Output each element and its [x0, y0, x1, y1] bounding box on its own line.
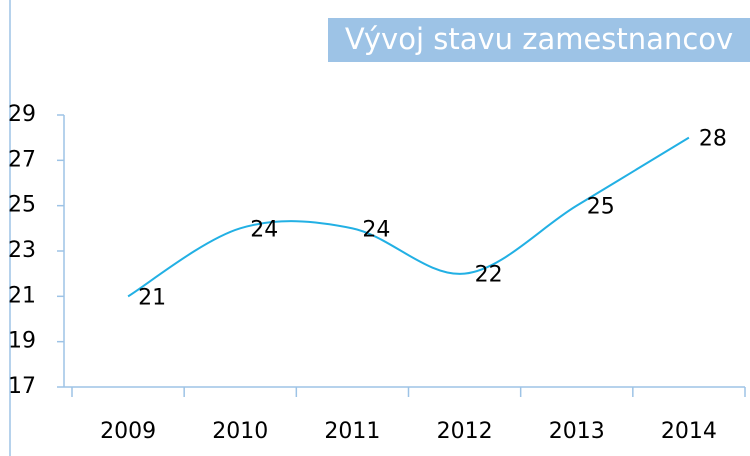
data-label: 24: [362, 217, 390, 242]
y-tick-label: 25: [8, 193, 36, 218]
data-label: 21: [138, 285, 166, 310]
line: [127, 136, 690, 298]
title-box: [328, 18, 750, 62]
y-tick-label: 27: [8, 147, 36, 172]
data-label: 24: [250, 217, 278, 242]
x-tick-label: 2012: [437, 419, 493, 444]
x-tick-label: 2010: [212, 419, 268, 444]
x-tick-label: 2014: [661, 419, 717, 444]
chart-title: Vývoj stavu zamestnancov: [345, 22, 733, 56]
data-label: 22: [475, 263, 503, 288]
y-tick-label: 17: [8, 374, 36, 399]
x-tick-label: 2013: [549, 419, 605, 444]
data-label: 28: [699, 127, 727, 152]
y-tick-label: 21: [8, 283, 36, 308]
x-tick-label: 2009: [100, 419, 156, 444]
y-tick-label: 23: [8, 238, 36, 263]
y-tick-label: 19: [8, 329, 36, 354]
y-tick-label: 29: [8, 102, 36, 127]
x-tick-label: 2011: [324, 419, 380, 444]
data-label: 25: [587, 195, 615, 220]
